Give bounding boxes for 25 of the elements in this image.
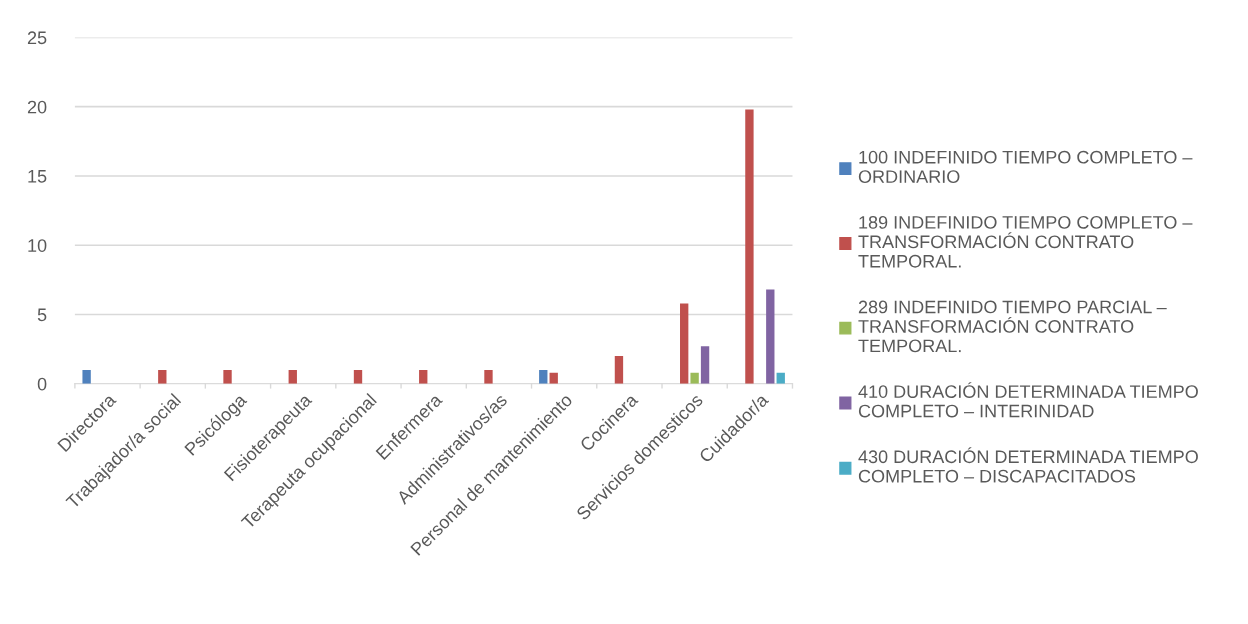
bar: [158, 369, 167, 384]
y-tick-label: 0: [37, 377, 47, 391]
y-tick-label: 10: [28, 239, 47, 252]
legend-label: 100 INDEFINIDO TIEMPO COMPLETO – ORDINARIO: [858, 150, 1193, 184]
bar: [745, 109, 754, 384]
legend-label: 430 DURACIÓN DETERMINADA TIEMPO COMPLETO – DISCAPACITADOS: [858, 447, 1198, 483]
y-tick-label: 5: [37, 308, 47, 322]
bar: [223, 369, 232, 384]
bar: [680, 303, 689, 384]
bar: [614, 356, 624, 384]
bar: [484, 369, 493, 384]
bar: [419, 369, 428, 384]
bar: [690, 372, 699, 384]
y-tick-label: 25: [27, 31, 47, 45]
bar: [353, 369, 363, 384]
bar: [288, 369, 297, 384]
y-tick-label: 20: [27, 100, 47, 114]
legend-label: 410 DURACIÓN DETERMINADA TIEMPO COMPLETO – INTERINIDAD: [858, 382, 1198, 418]
legend-label: 289 INDEFINIDO TIEMPO PARCIAL – TRANSFORMACIÓN CONTRATO TEMPORAL.: [858, 300, 1167, 353]
legend-label: 189 INDEFINIDO TIEMPO COMPLETO – TRANSFORMACIÓN CONTRATO TEMPORAL.: [858, 215, 1193, 268]
bar: [700, 346, 710, 384]
bar: [539, 369, 548, 384]
y-tick-label: 15: [28, 170, 47, 183]
bar: [766, 289, 775, 384]
bar: [82, 369, 91, 384]
